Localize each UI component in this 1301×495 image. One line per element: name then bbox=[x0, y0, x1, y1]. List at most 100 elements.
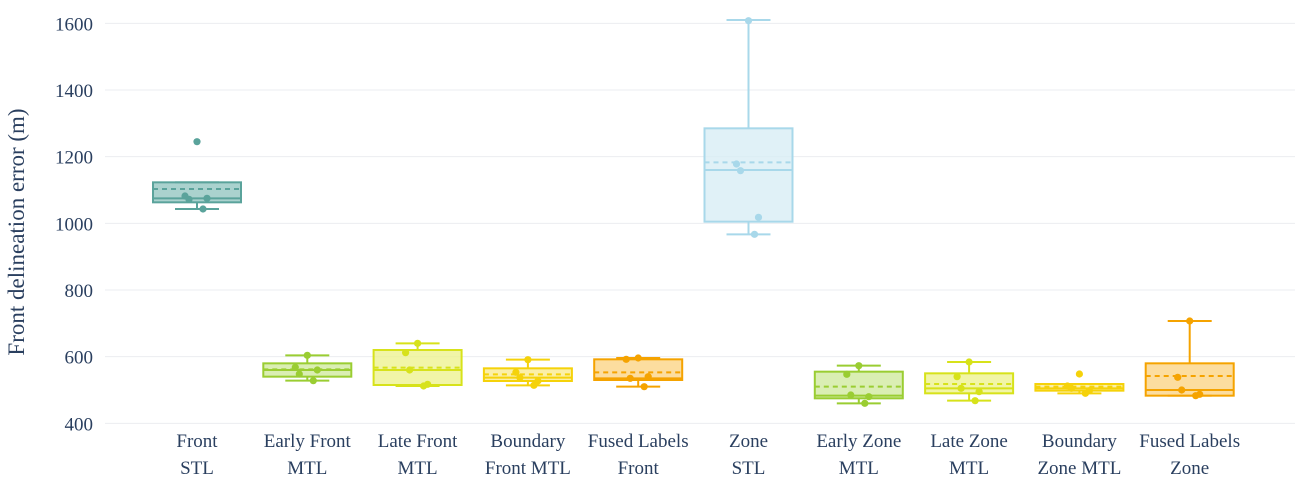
y-tick-label-800: 800 bbox=[65, 281, 94, 302]
data-point bbox=[420, 382, 428, 390]
data-point bbox=[402, 349, 410, 357]
data-point bbox=[626, 374, 634, 382]
data-point bbox=[754, 213, 763, 221]
x-tick-label-line: Fused Labels bbox=[1139, 431, 1240, 452]
x-tick-label-line: Early Zone bbox=[816, 431, 901, 452]
data-point bbox=[634, 354, 642, 362]
box-group-10 bbox=[1144, 317, 1235, 400]
x-tick-label-5: Fused Labels Front bbox=[588, 431, 689, 479]
box-iqr bbox=[703, 127, 794, 223]
data-point bbox=[732, 160, 741, 168]
box-iqr bbox=[813, 370, 904, 400]
x-tick-label-line: Front bbox=[618, 458, 660, 479]
data-point bbox=[1075, 370, 1083, 378]
y-tick-label-1000: 1000 bbox=[55, 214, 93, 235]
data-point bbox=[295, 370, 303, 378]
grid-lines bbox=[105, 22, 1295, 424]
box-group-4 bbox=[482, 356, 573, 389]
x-tick-label-line: STL bbox=[180, 458, 214, 479]
data-point bbox=[414, 339, 422, 347]
box-group-9 bbox=[1034, 370, 1125, 397]
data-point bbox=[199, 205, 207, 213]
x-tick-label-line: Front MTL bbox=[485, 458, 571, 479]
x-tick-label-line: MTL bbox=[398, 458, 438, 479]
data-point bbox=[1081, 389, 1089, 397]
data-point bbox=[530, 381, 538, 389]
y-tick-label-400: 400 bbox=[65, 414, 94, 435]
box-group-7 bbox=[813, 362, 904, 407]
y-axis-ticks: 400 600 800 1000 1200 1400 1600 bbox=[55, 14, 93, 435]
data-point bbox=[313, 366, 321, 374]
x-tick-label-line: MTL bbox=[839, 458, 879, 479]
data-point bbox=[291, 363, 299, 371]
x-tick-label-line: Early Front bbox=[264, 431, 352, 452]
box-iqr bbox=[593, 358, 684, 382]
data-point bbox=[965, 358, 973, 366]
x-tick-label-10: Fused Labels Zone bbox=[1139, 431, 1240, 479]
data-point bbox=[622, 355, 630, 363]
data-point bbox=[512, 368, 520, 376]
x-axis-labels: Front STL Early Front MTL Late Front MTL Bound… bbox=[176, 431, 1240, 479]
data-point bbox=[744, 17, 753, 25]
data-point bbox=[1067, 384, 1075, 392]
data-point bbox=[971, 397, 979, 405]
data-point bbox=[975, 388, 983, 396]
data-point bbox=[1178, 386, 1186, 394]
data-point bbox=[855, 362, 863, 370]
data-point bbox=[847, 391, 855, 399]
data-point bbox=[843, 370, 851, 378]
data-point bbox=[861, 399, 869, 407]
x-tick-label-line: Boundary bbox=[490, 431, 565, 452]
x-tick-label-line: Boundary bbox=[1042, 431, 1117, 452]
box-group-2 bbox=[262, 351, 353, 385]
x-tick-label-line: MTL bbox=[287, 458, 327, 479]
data-point bbox=[524, 356, 532, 364]
data-point bbox=[953, 373, 961, 381]
data-point bbox=[303, 351, 311, 359]
x-tick-label-line: Zone bbox=[1170, 458, 1209, 479]
x-tick-label-line: MTL bbox=[949, 458, 989, 479]
x-tick-label-6: Zone STL bbox=[729, 431, 768, 479]
y-tick-label-1200: 1200 bbox=[55, 148, 93, 169]
data-point bbox=[185, 195, 193, 203]
data-point bbox=[957, 384, 965, 392]
data-point bbox=[193, 138, 201, 146]
x-tick-label-1: Front STL bbox=[176, 431, 218, 479]
data-point bbox=[750, 230, 759, 238]
data-point bbox=[203, 194, 211, 202]
y-tick-label-1600: 1600 bbox=[55, 14, 93, 35]
data-point bbox=[406, 366, 414, 374]
x-tick-label-line: Zone bbox=[729, 431, 768, 452]
box-group-5 bbox=[593, 354, 684, 391]
data-point bbox=[1186, 317, 1194, 325]
y-axis-title: Front delineation error (m) bbox=[4, 108, 29, 355]
x-tick-label-4: Boundary Front MTL bbox=[485, 431, 571, 479]
box-group-1 bbox=[152, 138, 242, 213]
data-point bbox=[1192, 392, 1200, 400]
data-point bbox=[736, 167, 745, 175]
data-point bbox=[865, 393, 873, 401]
x-tick-label-9: Boundary Zone MTL bbox=[1037, 431, 1121, 479]
x-tick-label-line: Fused Labels bbox=[588, 431, 689, 452]
box-group-3 bbox=[372, 339, 463, 390]
x-tick-label-line: Late Front bbox=[378, 431, 458, 452]
x-tick-label-2: Early Front MTL bbox=[264, 431, 352, 479]
y-tick-label-1400: 1400 bbox=[55, 81, 93, 102]
box-group-8 bbox=[924, 358, 1015, 405]
x-tick-label-line: Front bbox=[176, 431, 218, 452]
data-point bbox=[309, 377, 317, 385]
y-tick-label-600: 600 bbox=[65, 348, 94, 369]
data-point bbox=[644, 373, 652, 381]
x-tick-label-line: Late Zone bbox=[930, 431, 1008, 452]
x-tick-label-3: Late Front MTL bbox=[378, 431, 458, 479]
boxes bbox=[152, 17, 1235, 407]
x-tick-label-line: STL bbox=[732, 458, 766, 479]
x-tick-label-8: Late Zone MTL bbox=[930, 431, 1008, 479]
data-point bbox=[640, 383, 648, 391]
x-tick-label-7: Early Zone MTL bbox=[816, 431, 901, 479]
data-point bbox=[516, 374, 524, 382]
box-group-6 bbox=[703, 17, 794, 238]
x-tick-label-line: Zone MTL bbox=[1037, 458, 1121, 479]
